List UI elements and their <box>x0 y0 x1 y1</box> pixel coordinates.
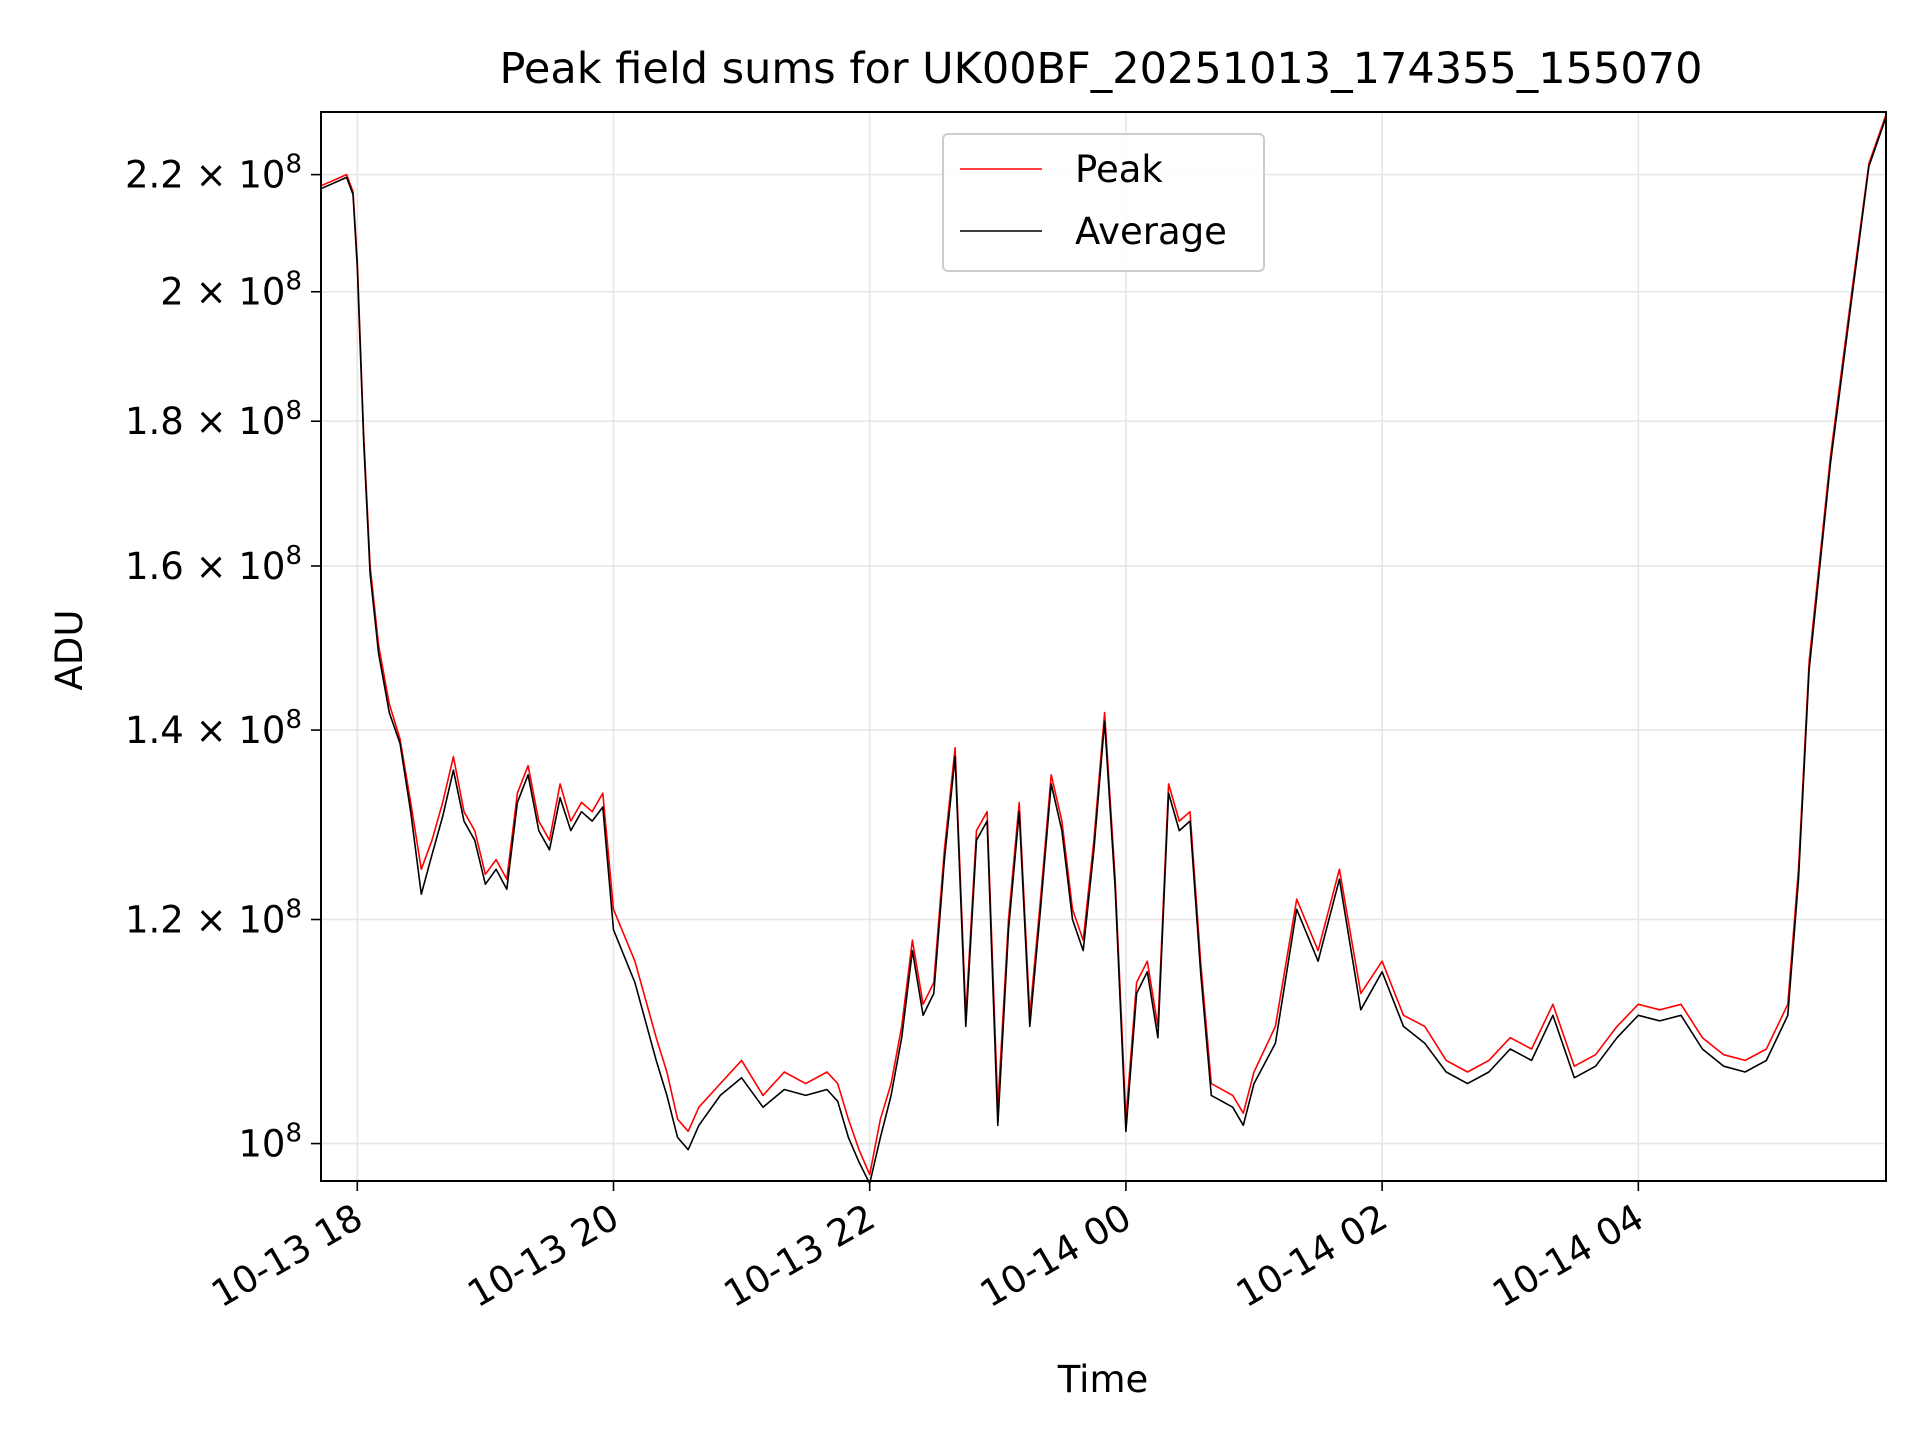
y-axis: 108 1.2 × 108 1.4 × 108 1.6 × 108 1.8 × 108 2… <box>125 150 321 1166</box>
y-tick-label: 1.6 × 108 <box>125 541 302 588</box>
legend-label-average: Average <box>1075 210 1227 253</box>
legend-label-peak: Peak <box>1075 148 1163 191</box>
y-tick-label: 2 × 108 <box>160 267 302 314</box>
y-tick-label: 1.4 × 108 <box>125 705 302 752</box>
x-axis-label: Time <box>1057 1358 1149 1401</box>
peak-series-line <box>320 114 1887 1176</box>
y-tick-label: 1.2 × 108 <box>125 895 302 942</box>
y-tick-label: 2.2 × 108 <box>125 150 302 197</box>
plot-frame <box>320 111 1887 1182</box>
series-layer <box>320 114 1887 1185</box>
legend: Peak Average <box>942 133 1265 272</box>
average-series-line <box>320 117 1887 1185</box>
y-tick-label: 108 <box>238 1119 302 1166</box>
chart-title: Peak field sums for UK00BF_20251013_1743… <box>500 44 1703 94</box>
y-axis-label: ADU <box>48 610 91 691</box>
y-tick-label: 1.8 × 108 <box>125 396 302 443</box>
grid-lines <box>321 112 1886 1181</box>
